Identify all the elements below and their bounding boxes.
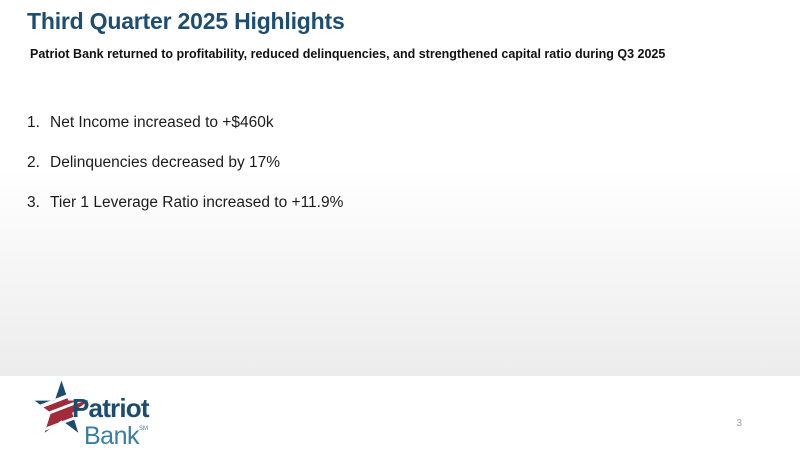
- list-item-number: 3.: [27, 194, 40, 211]
- logo-bank-word: Bank: [84, 422, 139, 450]
- list-item: 3. Tier 1 Leverage Ratio increased to +1…: [27, 195, 727, 211]
- logo-text-patriot: Patriot: [72, 393, 150, 423]
- list-item: 2. Delinquencies decreased by 17%: [27, 155, 727, 171]
- patriot-star-icon: [34, 380, 89, 433]
- slide-footer: Patriot BankSM 3: [0, 376, 800, 450]
- list-item: 1. Net Income increased to +$460k: [27, 115, 727, 131]
- list-item-text: Delinquencies decreased by 17%: [50, 154, 281, 171]
- list-item-number: 2.: [27, 154, 40, 171]
- list-item-text: Net Income increased to +$460k: [50, 114, 274, 131]
- logo-text-bank: BankSM: [84, 419, 149, 450]
- logo-trademark: SM: [138, 426, 148, 432]
- page-number: 3: [736, 418, 742, 429]
- highlights-list: 1. Net Income increased to +$460k 2. Del…: [27, 115, 727, 235]
- list-item-text: Tier 1 Leverage Ratio increased to +11.9…: [50, 194, 344, 211]
- list-item-number: 1.: [27, 114, 40, 131]
- slide-subtitle: Patriot Bank returned to profitability, …: [30, 47, 666, 61]
- slide-title: Third Quarter 2025 Highlights: [27, 8, 345, 34]
- slide-content-area: Third Quarter 2025 Highlights Patriot Ba…: [0, 0, 800, 376]
- logo-wordmark: Patriot BankSM: [72, 393, 150, 450]
- patriot-bank-logo: Patriot BankSM: [33, 377, 263, 449]
